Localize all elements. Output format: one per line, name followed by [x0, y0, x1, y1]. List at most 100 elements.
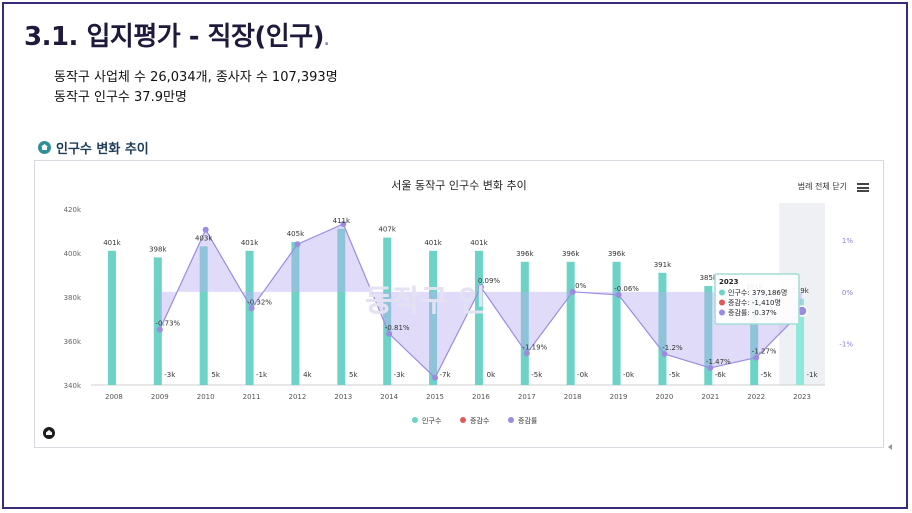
section-header: 인구수 변화 추이 — [38, 138, 149, 157]
menu-icon[interactable] — [857, 183, 869, 192]
bar — [107, 250, 116, 385]
tooltip-marker — [719, 289, 725, 296]
scroll-left-icon[interactable] — [888, 444, 892, 450]
x-tick-label: 2022 — [747, 393, 765, 401]
y2-tick-label: 0% — [842, 289, 853, 297]
rate-point — [386, 330, 393, 337]
tooltip-box — [714, 273, 800, 325]
rate-value-label: 0.09% — [478, 277, 501, 285]
change-count-label: -5k — [669, 371, 681, 379]
bar-value-label: 401k — [424, 239, 442, 247]
bar-value-label: 398k — [149, 245, 167, 253]
bar — [520, 261, 529, 385]
x-tick-label: 2009 — [151, 393, 169, 401]
tooltip-marker — [719, 299, 725, 306]
rate-area — [159, 224, 803, 378]
y-tick-label: 360k — [64, 338, 82, 346]
bar — [612, 261, 621, 385]
rate-value-label: -1.2% — [662, 344, 683, 352]
bar-value-label: 379k — [791, 287, 809, 295]
y2-tick-label: -1% — [839, 341, 853, 349]
brand-logo-icon — [43, 427, 55, 439]
change-count-label: 4k — [303, 371, 312, 379]
rate-value-label: -1.19% — [522, 343, 547, 351]
rate-point — [432, 374, 439, 381]
bar — [245, 250, 254, 385]
x-tick-label: 2008 — [105, 393, 123, 401]
section-title: 인구수 변화 추이 — [56, 142, 149, 157]
rate-point — [202, 226, 209, 233]
bar-value-label: 407k — [378, 226, 396, 234]
legend-item: 인구수 — [422, 416, 442, 425]
change-count-label: -1k — [256, 371, 268, 379]
bar-value-label: 403k — [195, 234, 213, 242]
legend-toggle-button[interactable]: 범례 전체 닫기 — [797, 182, 847, 191]
stats-line-population: 동작구 인구수 37.9만명 — [54, 90, 187, 105]
y-tick-label: 380k — [64, 294, 82, 302]
tooltip-year: 2023 — [719, 278, 739, 286]
home-icon — [38, 141, 51, 154]
y2-tick-label: 1% — [842, 237, 853, 245]
rate-value-label: -1.27% — [752, 348, 777, 356]
x-tick-label: 2014 — [380, 393, 398, 401]
rate-point — [477, 284, 484, 291]
bar-value-label: 401k — [470, 239, 488, 247]
legend-marker — [460, 417, 466, 423]
legend-marker — [412, 417, 418, 423]
rate-point — [569, 288, 576, 295]
bar — [750, 294, 759, 385]
rate-value-label: -1.47% — [706, 358, 731, 366]
chart-card: 서울 동작구 인구수 변화 추이 420k 400k 380k 360k 340k 1% 0%… — [34, 160, 884, 448]
bar — [704, 286, 713, 385]
x-tick-label: 2019 — [610, 393, 628, 401]
x-tick-label: 2023 — [793, 393, 811, 401]
bar — [566, 261, 575, 385]
tooltip-row: 증감수: -1,410명 — [728, 298, 781, 307]
change-count-label: -6k — [715, 371, 727, 379]
rate-value-label: 0% — [575, 282, 586, 290]
bar — [658, 272, 667, 385]
change-count-label: -0k — [577, 371, 589, 379]
rate-point — [248, 305, 255, 312]
bar-value-label: 391k — [654, 261, 672, 269]
rate-point — [156, 326, 163, 333]
bar-value-label: 411k — [333, 217, 351, 225]
stats-block: 동작구 사업체 수 26,034개, 종사자 수 107,393명 동작구 인구… — [54, 68, 338, 108]
change-count-label: -5k — [531, 371, 543, 379]
x-tick-label: 2013 — [334, 393, 352, 401]
bar — [291, 242, 300, 385]
rate-point — [753, 354, 760, 361]
stats-line-business: 동작구 사업체 수 26,034개, 종사자 수 107,393명 — [54, 70, 338, 85]
bar — [199, 246, 208, 385]
change-count-label: 5k — [211, 371, 220, 379]
rate-point — [523, 350, 530, 357]
legend-marker — [508, 417, 514, 423]
bar-value-label: 396k — [608, 250, 626, 258]
x-tick-label: 2020 — [656, 393, 674, 401]
x-tick-label: 2021 — [701, 393, 719, 401]
rate-value-label: -0.32% — [247, 298, 272, 306]
bar-value-label: 396k — [562, 250, 580, 258]
change-count-label: -5k — [761, 371, 773, 379]
bar — [383, 237, 392, 385]
x-tick-label: 2016 — [472, 393, 490, 401]
change-count-label: 5k — [349, 371, 358, 379]
x-tick-label: 2012 — [289, 393, 307, 401]
population-chart: 서울 동작구 인구수 변화 추이 420k 400k 380k 360k 340k 1% 0%… — [64, 179, 854, 425]
tooltip-marker — [719, 309, 725, 316]
y-tick-label: 420k — [64, 206, 82, 214]
title-dot: . — [324, 33, 329, 49]
bar-value-label: 405k — [287, 230, 305, 238]
rate-point — [661, 350, 668, 357]
rate-value-label: -0.81% — [385, 324, 410, 332]
rate-point — [707, 364, 714, 371]
rate-point — [294, 241, 301, 248]
bar — [429, 250, 438, 385]
x-tick-label: 2011 — [243, 393, 261, 401]
bar — [474, 250, 483, 385]
bar-value-label: 396k — [516, 250, 534, 258]
change-count-label: -0k — [623, 371, 635, 379]
rate-value-label: -0.73% — [155, 320, 180, 328]
rate-point — [615, 291, 622, 298]
